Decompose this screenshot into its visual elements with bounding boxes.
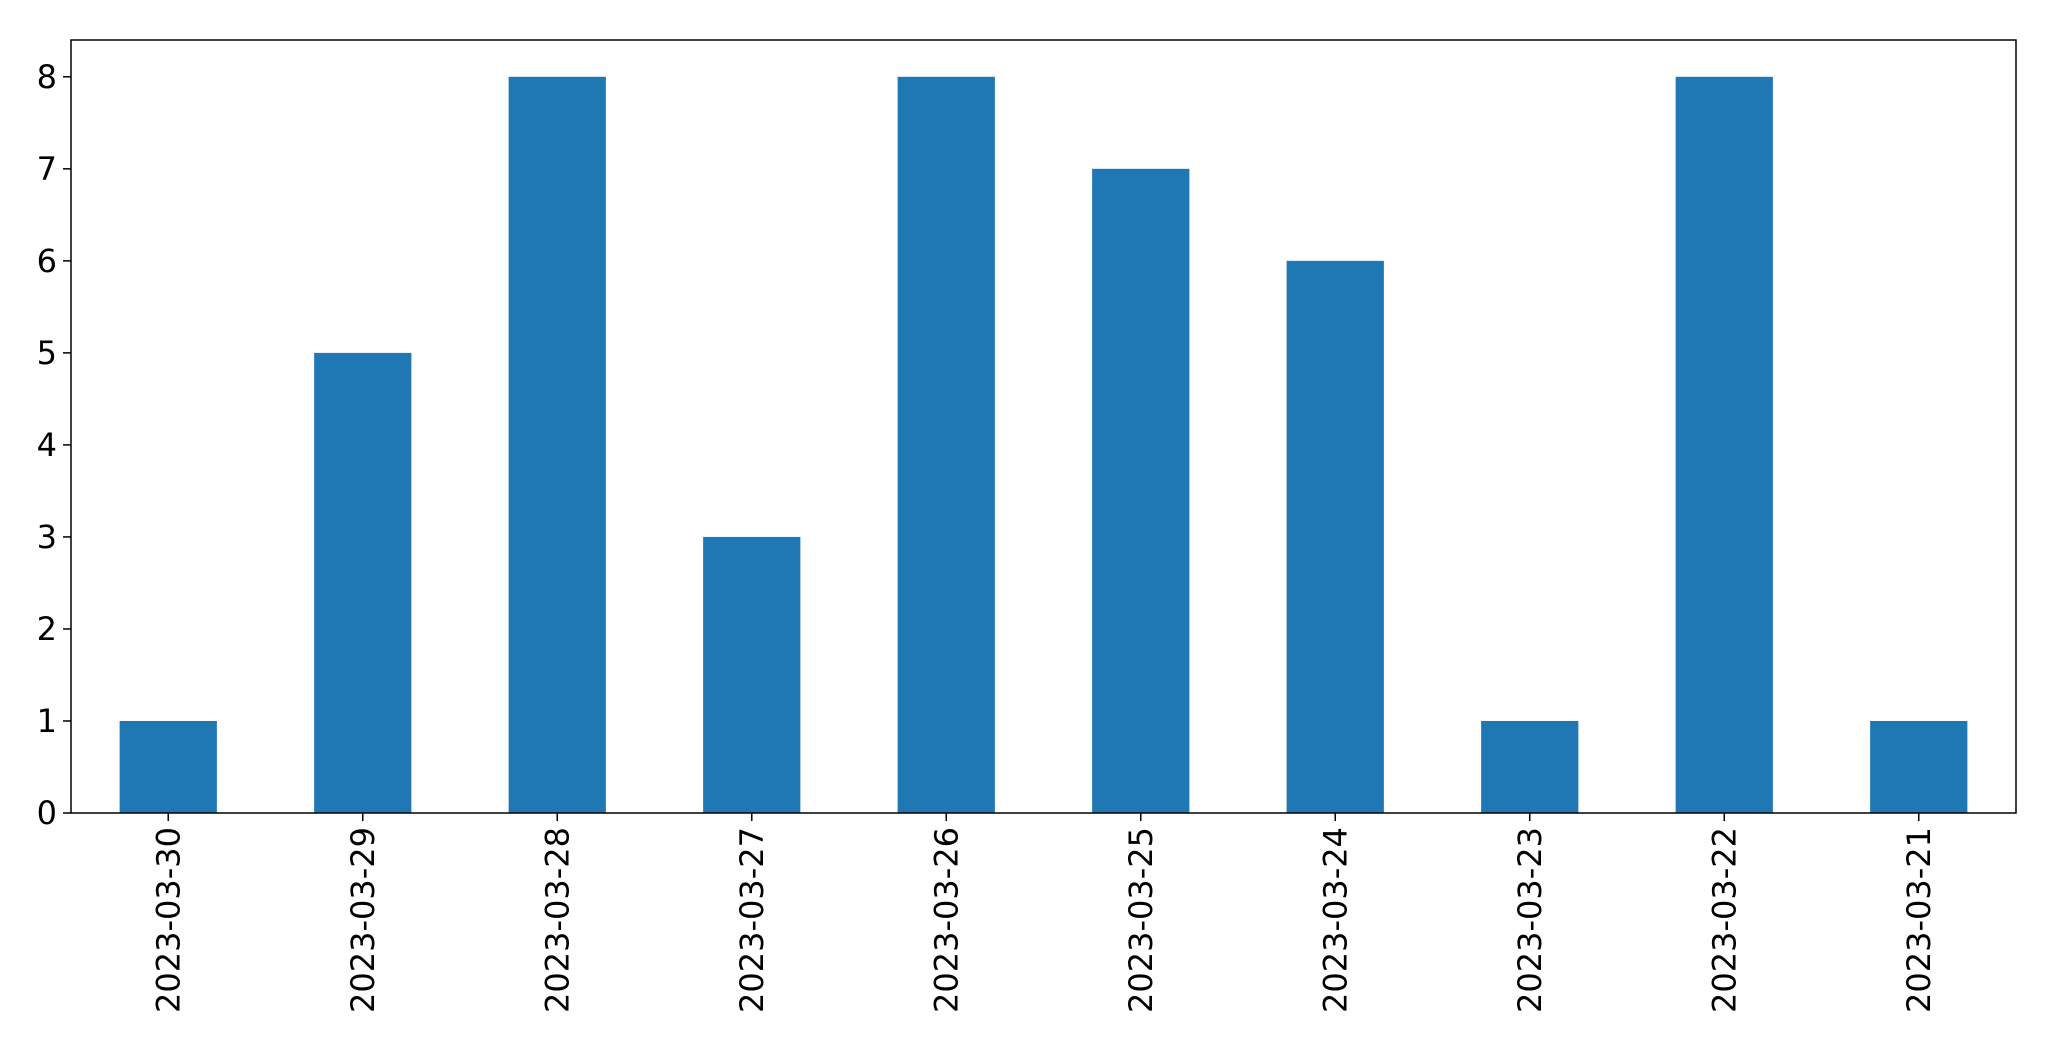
bar-2023-03-23 [1481, 720, 1579, 813]
x-tick-label: 2023-03-23 [1511, 827, 1549, 1013]
bars-group [119, 76, 1968, 814]
bar-2023-03-21 [1870, 720, 1968, 813]
y-tick-label: 5 [37, 334, 57, 372]
bar-2023-03-29 [314, 352, 412, 813]
y-tick-label: 3 [37, 518, 57, 556]
x-axis: 2023-03-30 2023-03-29 2023-03-28 2023-03-27… [149, 813, 1938, 1013]
x-tick-label: 2023-03-21 [1900, 827, 1938, 1013]
bar-2023-03-28 [508, 76, 606, 814]
x-tick-label: 2023-03-24 [1316, 827, 1354, 1013]
y-axis: 0 1 2 3 4 5 6 7 8 [37, 58, 71, 832]
plot-frame [70, 39, 2017, 814]
x-tick-label: 2023-03-22 [1705, 827, 1743, 1013]
y-tick-label: 1 [37, 702, 57, 740]
x-tick-label: 2023-03-26 [927, 827, 965, 1013]
bar-2023-03-24 [1286, 260, 1384, 813]
y-tick-label: 8 [37, 58, 57, 96]
x-tick-label: 2023-03-25 [1122, 827, 1160, 1013]
y-tick-label: 6 [37, 242, 57, 280]
x-tick-label: 2023-03-28 [538, 827, 576, 1013]
bar-2023-03-30 [119, 720, 217, 813]
y-tick-label: 0 [37, 794, 57, 832]
bar-2023-03-22 [1675, 76, 1773, 814]
y-tick-label: 4 [37, 426, 57, 464]
y-tick-label: 7 [37, 150, 57, 188]
x-tick-label: 2023-03-29 [344, 827, 382, 1013]
x-tick-label: 2023-03-27 [733, 827, 771, 1013]
bar-2023-03-26 [897, 76, 995, 814]
x-tick-label: 2023-03-30 [149, 827, 187, 1013]
y-tick-label: 2 [37, 610, 57, 648]
bar-2023-03-25 [1092, 168, 1190, 814]
bar-2023-03-27 [703, 536, 801, 813]
